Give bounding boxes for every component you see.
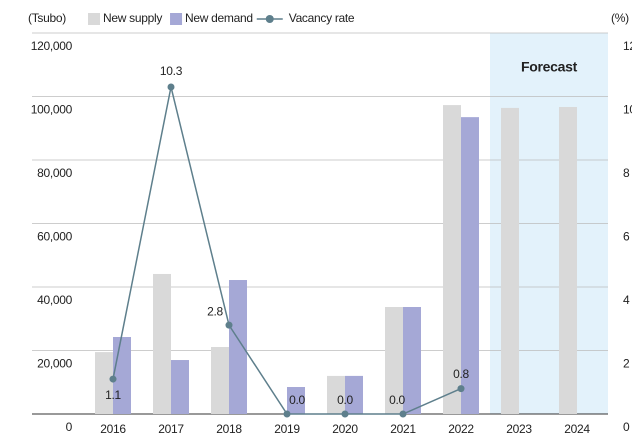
bar: [327, 375, 345, 414]
bar: [461, 117, 479, 414]
y-tick-label: 20,000: [37, 357, 73, 371]
y-tick-label: 60,000: [37, 230, 73, 244]
bar: [559, 106, 577, 414]
bar: [501, 107, 519, 415]
data-label: 0.8: [453, 367, 469, 381]
y2-tick-label: 2: [623, 357, 630, 371]
x-tick-label: 2024: [564, 422, 590, 433]
y-tick-label: 80,000: [37, 166, 73, 180]
bar: [229, 280, 247, 414]
y2-unit-label: (%): [611, 11, 629, 25]
x-tick-label: 2021: [390, 422, 416, 433]
forecast-label: Forecast: [521, 59, 578, 75]
data-label: 0.0: [389, 393, 405, 407]
x-tick-label: 2019: [274, 422, 300, 433]
data-label: 10.3: [160, 64, 183, 78]
legend-label: Vacancy rate: [289, 11, 355, 25]
y-tick-label: 0: [66, 420, 73, 433]
y2-tick-label: 0: [623, 420, 630, 433]
line-marker: [341, 410, 349, 418]
y-tick-label: 40,000: [37, 293, 73, 307]
x-tick-label: 2018: [216, 422, 242, 433]
line-marker: [283, 410, 291, 418]
x-tick-label: 2023: [506, 422, 532, 433]
legend-swatch: [170, 13, 183, 25]
legend-swatch: [88, 13, 100, 25]
bar: [287, 387, 305, 414]
bar: [211, 347, 229, 414]
y2-tick-label: 10: [623, 103, 632, 117]
y2-tick-label: 6: [623, 230, 630, 244]
y-tick-label: 100,000: [31, 103, 73, 117]
data-label: 1.1: [105, 388, 121, 402]
y2-tick-label: 8: [623, 166, 630, 180]
data-label: 2.8: [207, 304, 223, 318]
bar: [385, 307, 403, 414]
x-tick-label: 2022: [448, 422, 474, 433]
bar: [113, 337, 131, 414]
bar: [443, 105, 461, 414]
bar: [403, 307, 421, 414]
line-marker: [457, 385, 465, 393]
bar: [153, 273, 171, 414]
line-marker: [109, 375, 117, 383]
line-marker: [225, 321, 233, 329]
line-marker: [167, 83, 175, 91]
data-label: 0.0: [289, 393, 305, 407]
bar: [345, 375, 363, 414]
data-label: 0.0: [337, 393, 353, 407]
bar: [95, 352, 113, 414]
line-marker: [399, 410, 407, 418]
y2-tick-label: 12: [623, 39, 632, 53]
legend-label: New supply: [103, 11, 162, 25]
legend-label: New demand: [185, 11, 253, 25]
bar: [171, 360, 189, 414]
legend-marker: [265, 15, 274, 23]
y-tick-label: 120,000: [31, 39, 73, 53]
y-unit-label: (Tsubo): [28, 11, 66, 25]
x-tick-label: 2016: [100, 422, 126, 433]
x-tick-label: 2017: [158, 422, 184, 433]
y2-tick-label: 4: [623, 293, 630, 307]
x-tick-label: 2020: [332, 422, 358, 433]
